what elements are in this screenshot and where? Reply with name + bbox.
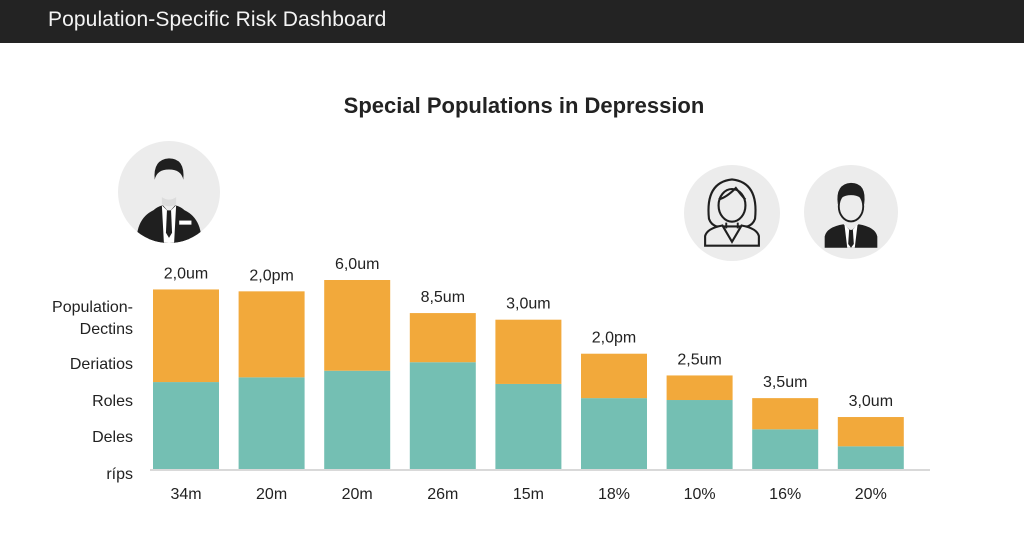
bar-segment-lower[interactable]	[752, 429, 819, 469]
x-tick-label: 16%	[769, 486, 801, 503]
bar-segment-lower[interactable]	[495, 383, 562, 469]
x-tick-label: 20%	[855, 486, 887, 503]
bar-data-label: 2,0pm	[249, 267, 293, 284]
chart-title: Special Populations in Depression	[343, 93, 705, 118]
bar-segment-lower[interactable]	[409, 362, 476, 469]
bar-data-label: 6,0um	[335, 256, 379, 273]
bar-data-label: 8,5um	[421, 289, 465, 306]
x-tick-label: 20m	[256, 486, 287, 503]
x-tick-label: 18%	[598, 486, 630, 503]
y-tick-label: Deriatios	[69, 356, 133, 373]
bar-segment-upper[interactable]	[666, 375, 733, 401]
bar-segment-upper[interactable]	[324, 280, 391, 371]
bar-segment-lower[interactable]	[238, 377, 305, 469]
bar-segment-upper[interactable]	[495, 319, 562, 384]
y-tick-label: Roles	[92, 393, 133, 410]
y-tick-label: Deles	[92, 429, 133, 446]
bar-segment-upper[interactable]	[409, 313, 476, 363]
bar-data-label: 3,0um	[506, 296, 550, 313]
bar-segment-upper[interactable]	[752, 398, 819, 430]
header-bar: Population-Specific Risk Dashboard	[0, 0, 1024, 43]
bar-data-label: 3,0um	[849, 393, 893, 410]
x-tick-label: 34m	[170, 486, 201, 503]
bar-data-label: 2,5um	[677, 351, 721, 368]
bar-segment-lower[interactable]	[837, 446, 904, 469]
man-avatar-icon	[804, 165, 898, 259]
bar-segment-upper[interactable]	[238, 291, 305, 378]
bar-segment-upper[interactable]	[153, 289, 219, 383]
x-tick-label: 15m	[513, 486, 544, 503]
bar-segment-upper[interactable]	[581, 353, 647, 399]
dashboard-title: Population-Specific Risk Dashboard	[48, 8, 387, 31]
x-tick-label: 10%	[684, 486, 716, 503]
bar-data-label: 3,5um	[763, 374, 807, 391]
bar-segment-lower[interactable]	[324, 370, 391, 469]
bar-segment-lower[interactable]	[153, 382, 219, 469]
bar-data-label: 2,0pm	[592, 330, 636, 347]
woman-avatar-icon	[684, 165, 780, 261]
bar-data-label: 2,0um	[164, 265, 208, 282]
bar-segment-lower[interactable]	[581, 398, 647, 469]
x-tick-label: 20m	[342, 486, 373, 503]
bar-segment-lower[interactable]	[666, 400, 733, 469]
x-tick-label: 26m	[427, 486, 458, 503]
bar-segment-upper[interactable]	[837, 417, 904, 447]
businessman-avatar-icon	[118, 141, 220, 243]
y-tick-label: ríps	[106, 466, 133, 483]
y-tick-label: Population- Dectins	[52, 299, 133, 338]
